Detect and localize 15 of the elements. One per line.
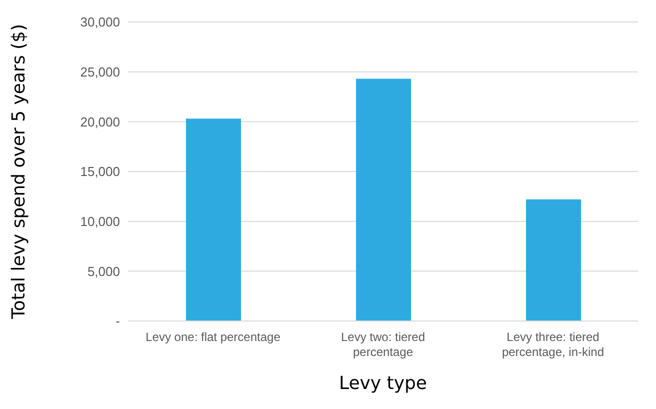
x-tick-label: Levy three: tiered percentage, in-kind xyxy=(502,330,604,359)
bar xyxy=(526,199,581,321)
bar xyxy=(356,78,411,321)
y-tick-label: 5,000 xyxy=(87,264,120,279)
x-axis-title: Levy type xyxy=(338,373,428,394)
y-axis-title: Total levy spend over 5 years ($) xyxy=(8,24,30,320)
y-tick-label: 30,000 xyxy=(80,14,120,30)
y-tick-label: 20,000 xyxy=(80,114,120,130)
y-tick-label: - xyxy=(116,314,120,329)
bar xyxy=(186,118,241,321)
y-tick-label: 25,000 xyxy=(80,64,120,80)
x-tick-label: Levy two: tiered percentage xyxy=(340,330,426,359)
y-tick-label: 15,000 xyxy=(80,164,120,180)
x-tick-label: Levy one: flat percentage xyxy=(146,330,281,344)
y-tick-label: 10,000 xyxy=(80,214,120,229)
